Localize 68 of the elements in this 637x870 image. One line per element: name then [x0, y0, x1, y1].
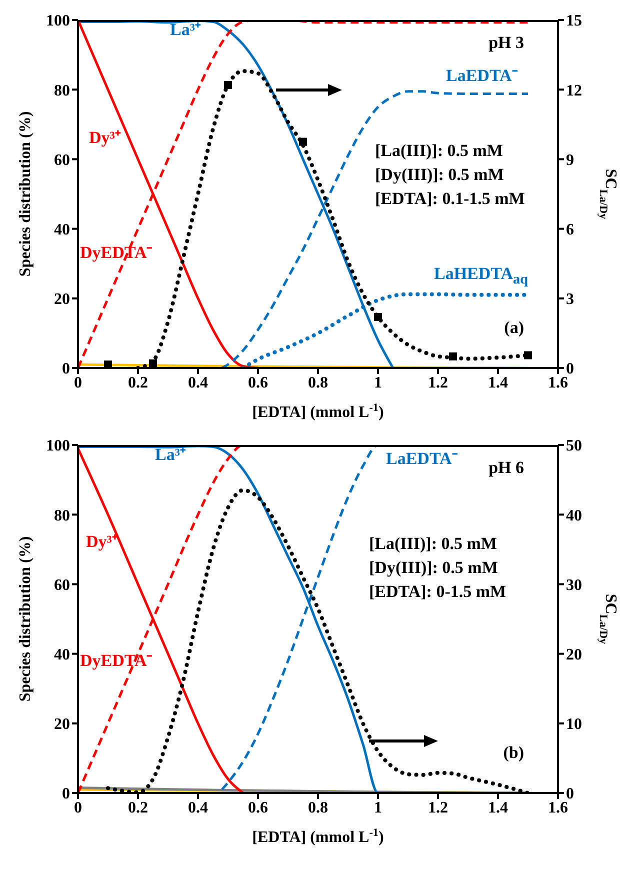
- x-tick-label: 0.8: [308, 374, 328, 392]
- y2-tick-label: 0: [566, 360, 574, 378]
- x-tick-label: 1.6: [548, 374, 568, 392]
- point: [524, 351, 532, 360]
- x-tick-label: 0.6: [248, 799, 268, 816]
- annotation: (b): [503, 742, 524, 764]
- y-tick-label: 40: [54, 646, 70, 664]
- x-tick-label: 1: [374, 374, 382, 392]
- x-tick-label: 0.4: [188, 799, 208, 816]
- point: [149, 359, 157, 368]
- annotation: pH 3: [488, 32, 524, 54]
- point: [224, 80, 232, 89]
- y2-tick-label: 12: [566, 82, 582, 100]
- y-tick-label: 40: [54, 221, 70, 238]
- annotation: [La(III)]: 0.5 mM [Dy(III)]: 0.5 mM [EDTA]: 0.1-1.5 mM: [375, 140, 525, 210]
- x-tick-label: 1.2: [428, 799, 448, 816]
- y-tick-label: 20: [54, 291, 70, 308]
- y2-tick-label: 0: [566, 786, 574, 803]
- x-tick-label: 1.4: [488, 374, 508, 392]
- y-tick-label: 60: [54, 576, 70, 594]
- y-tick-label: 60: [54, 152, 70, 169]
- x-tick-label: 1: [374, 799, 382, 816]
- y-tick-label: 80: [54, 82, 70, 100]
- series-label: LaHEDTA$_{aq}$: [434, 264, 528, 290]
- y2-tick-label: 50: [566, 438, 582, 455]
- x-tick-label: 1.2: [428, 374, 448, 392]
- y-tick-label: 0: [62, 786, 70, 803]
- series-label: Dy³⁺: [86, 532, 118, 552]
- series-label: DyEDTA⁻: [80, 243, 153, 264]
- point: [299, 138, 307, 146]
- y-tick-label: 0: [62, 360, 70, 378]
- annotation: pH 6: [488, 456, 524, 479]
- y2-tick-label: 3: [566, 291, 574, 308]
- x-tick-label: 0: [74, 374, 82, 392]
- point: [374, 312, 382, 321]
- annotation: [La(III)]: 0.5 mM [Dy(III)]: 0.5 mM [EDTA]: 0-1.5 mM: [369, 533, 506, 604]
- x-tick-label: 0.6: [248, 374, 268, 392]
- x-tick-label: 0.2: [128, 799, 148, 816]
- x-axis-title: [EDTA] (mmol L$^{-1}$): [252, 827, 384, 846]
- y2-tick-label: 40: [566, 507, 582, 524]
- series-label: Dy³⁺: [89, 128, 121, 148]
- series-label: La³⁺: [155, 445, 186, 466]
- y-tick-label: 100: [46, 438, 70, 455]
- point: [449, 352, 457, 360]
- annotation: (a): [504, 317, 524, 340]
- y2-tick-label: 15: [566, 12, 582, 30]
- x-tick-label: 0: [74, 799, 82, 816]
- x-axis-title: [EDTA] (mmol L$^{-1}$): [252, 402, 384, 421]
- series-label: LaEDTA⁻: [446, 66, 518, 86]
- y-tick-label: 20: [54, 716, 70, 734]
- y-axis-title: Species distribution (%): [17, 111, 34, 277]
- y-tick-label: 100: [46, 12, 70, 30]
- y2-tick-label: 20: [566, 646, 582, 664]
- y-tick-label: 80: [54, 507, 70, 524]
- point: [104, 360, 112, 368]
- y-axis-title: Species distribution (%): [17, 536, 34, 702]
- x-tick-label: 1.6: [548, 799, 568, 816]
- y2-tick-label: 6: [566, 221, 574, 238]
- x-tick-label: 0.8: [308, 799, 328, 816]
- series-label: La³⁺: [170, 20, 201, 40]
- series-label: DyEDTA⁻: [80, 650, 153, 671]
- x-tick-label: 0.2: [128, 374, 148, 392]
- y2-tick-label: 10: [566, 716, 582, 734]
- series-label: LaEDTA⁻: [386, 448, 458, 469]
- y2-tick-label: 30: [566, 576, 582, 594]
- x-tick-label: 0.4: [188, 374, 208, 392]
- y2-tick-label: 9: [566, 152, 574, 169]
- x-tick-label: 1.4: [488, 799, 508, 816]
